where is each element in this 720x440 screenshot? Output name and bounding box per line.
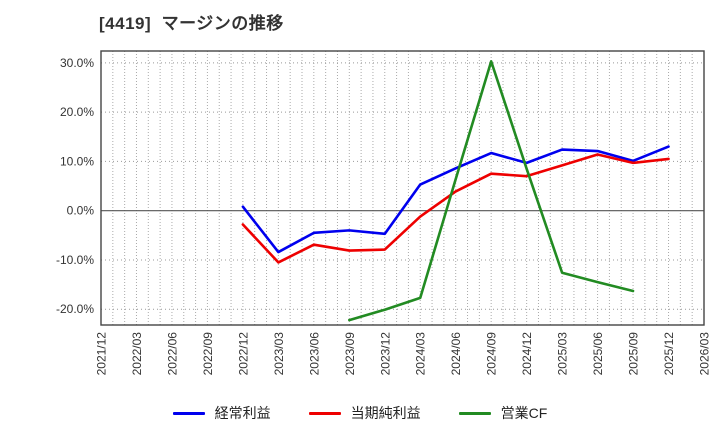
y-tick-label: 20.0% (60, 105, 94, 119)
chart-title: [4419] マージンの推移 (99, 14, 284, 33)
legend-item-経常利益: 経常利益 (172, 403, 271, 423)
x-tick-label: 2023/12 (378, 332, 392, 376)
x-tick-label: 2025/06 (591, 332, 605, 376)
series-line-経常利益 (241, 145, 670, 254)
y-tick-label: 10.0% (60, 154, 94, 168)
x-tick-label: 2023/06 (307, 332, 321, 376)
y-tick-label: 0.0% (67, 204, 95, 218)
legend: 経常利益 当期純利益 営業CF (0, 403, 720, 423)
series-line-当期純利益 (241, 153, 670, 264)
x-tick-label: 2021/12 (95, 332, 109, 376)
y-tick-label: 30.0% (60, 56, 94, 70)
x-tick-label: 2025/12 (662, 332, 676, 376)
x-tick-label: 2026/03 (698, 332, 712, 376)
legend-swatch (172, 411, 205, 415)
x-tick-label: 2024/06 (449, 332, 463, 376)
x-tick-label: 2024/12 (520, 332, 534, 376)
x-tick-label: 2023/09 (343, 332, 357, 376)
legend-label: 当期純利益 (350, 405, 421, 421)
y-tick-label: -10.0% (56, 253, 94, 267)
legend-label: 経常利益 (214, 405, 271, 421)
x-tick-label: 2023/03 (272, 332, 286, 376)
x-tick-label: 2022/06 (165, 332, 179, 376)
series-line-営業CF (347, 60, 635, 322)
plot-area: 30.0% 20.0% 10.0% 0.0% -10.0% -20.0% 2021/12 20… (56, 50, 712, 376)
x-tick-label: 2025/03 (556, 332, 570, 376)
y-tick-label: -20.0% (56, 302, 94, 316)
legend-swatch (458, 411, 491, 415)
legend-item-営業CF: 営業CF (458, 403, 548, 423)
legend-item-当期純利益: 当期純利益 (308, 403, 421, 423)
x-tick-label: 2022/03 (130, 332, 144, 376)
legend-swatch (308, 411, 341, 415)
x-tick-label: 2024/09 (485, 332, 499, 376)
x-tick-label: 2024/03 (414, 332, 428, 376)
x-tick-label: 2022/12 (236, 332, 250, 376)
plot-border (100, 50, 705, 326)
x-tick-label: 2022/09 (201, 332, 215, 376)
legend-label: 営業CF (500, 405, 548, 421)
x-tick-label: 2025/09 (627, 332, 641, 376)
